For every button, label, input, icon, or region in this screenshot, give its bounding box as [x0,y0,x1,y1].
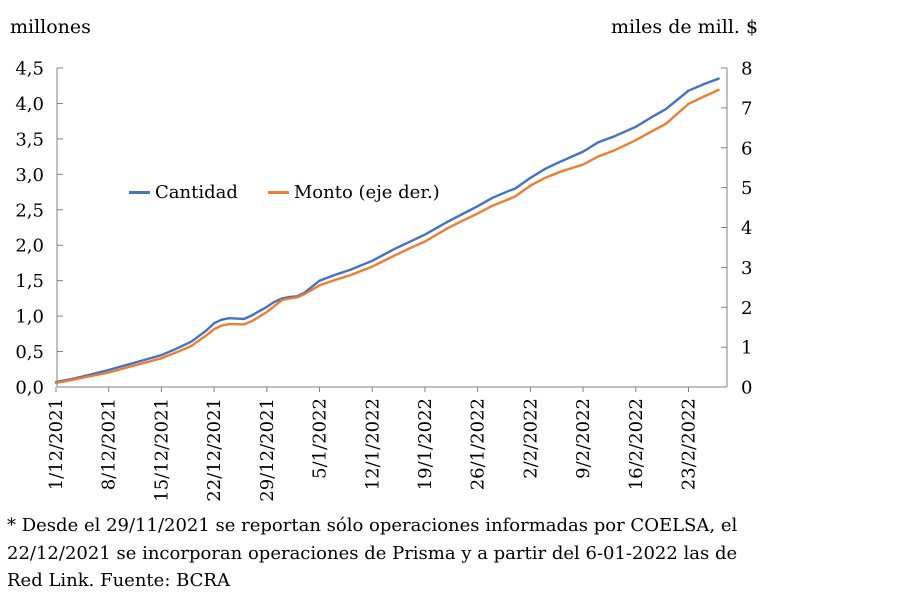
left-axis-tick-label: 1,0 [15,307,44,328]
x-axis-tick-label: 8/12/2021 [99,398,120,490]
right-axis-tick-label: 4 [741,218,752,239]
x-axis-tick-label: 15/12/2021 [151,398,172,502]
x-axis-tick-label: 29/12/2021 [257,398,278,502]
left-axis-tick-label: 4,0 [15,94,44,115]
right-axis-tick-label: 2 [741,298,752,319]
left-axis-tick-label: 0,5 [15,342,44,363]
left-axis-unit-label: millones [10,16,91,38]
left-axis-tick-label: 1,5 [15,271,44,292]
footnote-line-3: Red Link. Fuente: BCRA [7,570,230,591]
left-axis-tick-label: 2,0 [15,236,44,257]
left-axis-tick-label: 3,0 [15,165,44,186]
right-axis-tick-label: 5 [741,178,752,199]
x-axis-tick-label: 12/1/2022 [362,398,383,490]
x-axis-tick-label: 19/1/2022 [415,398,436,490]
right-axis-tick-label: 3 [741,258,752,279]
cantidad-line [54,77,720,384]
legend: Cantidad Monto (eje der.) [129,182,440,203]
monto-line-swatch [267,191,289,194]
x-axis-tick-label: 1/12/2021 [46,398,67,490]
footnote-line-2: 22/12/2021 se incorporan operaciones de … [7,542,738,564]
x-axis-tick-label: 5/1/2022 [310,398,331,479]
x-axis-tick-label: 26/1/2022 [468,398,489,490]
legend-label-cantidad: Cantidad [155,182,238,203]
right-axis-tick-label: 0 [741,378,752,399]
right-axis-tick-label: 7 [741,98,752,119]
footnote-line-1: * Desde el 29/11/2021 se reportan sólo o… [7,515,738,536]
right-axis-tick-label: 8 [741,59,752,80]
x-axis-tick-label: 9/2/2022 [573,398,594,479]
right-axis-tick-label: 1 [741,338,752,359]
x-axis-tick-label: 23/2/2022 [679,398,700,490]
right-axis-unit-label: miles de mill. $ [611,16,759,38]
left-axis-tick-label: 0,0 [15,378,44,399]
legend-label-monto: Monto (eje der.) [293,182,440,203]
left-axis-tick-label: 2,5 [15,200,44,221]
legend-item-monto: Monto (eje der.) [267,182,440,203]
left-axis-tick-label: 3,5 [15,129,44,150]
x-axis-tick-label: 22/12/2021 [204,398,225,502]
legend-item-cantidad: Cantidad [129,182,238,203]
x-axis-tick-label: 16/2/2022 [626,398,647,490]
cantidad-line-swatch [129,191,150,194]
footnote: * Desde el 29/11/2021 se reportan sólo o… [7,512,752,595]
x-axis-tick-label: 2/2/2022 [520,398,541,479]
left-axis-tick-label: 4,5 [15,59,44,80]
right-axis-tick-label: 6 [741,138,752,159]
monto-line [54,88,720,385]
